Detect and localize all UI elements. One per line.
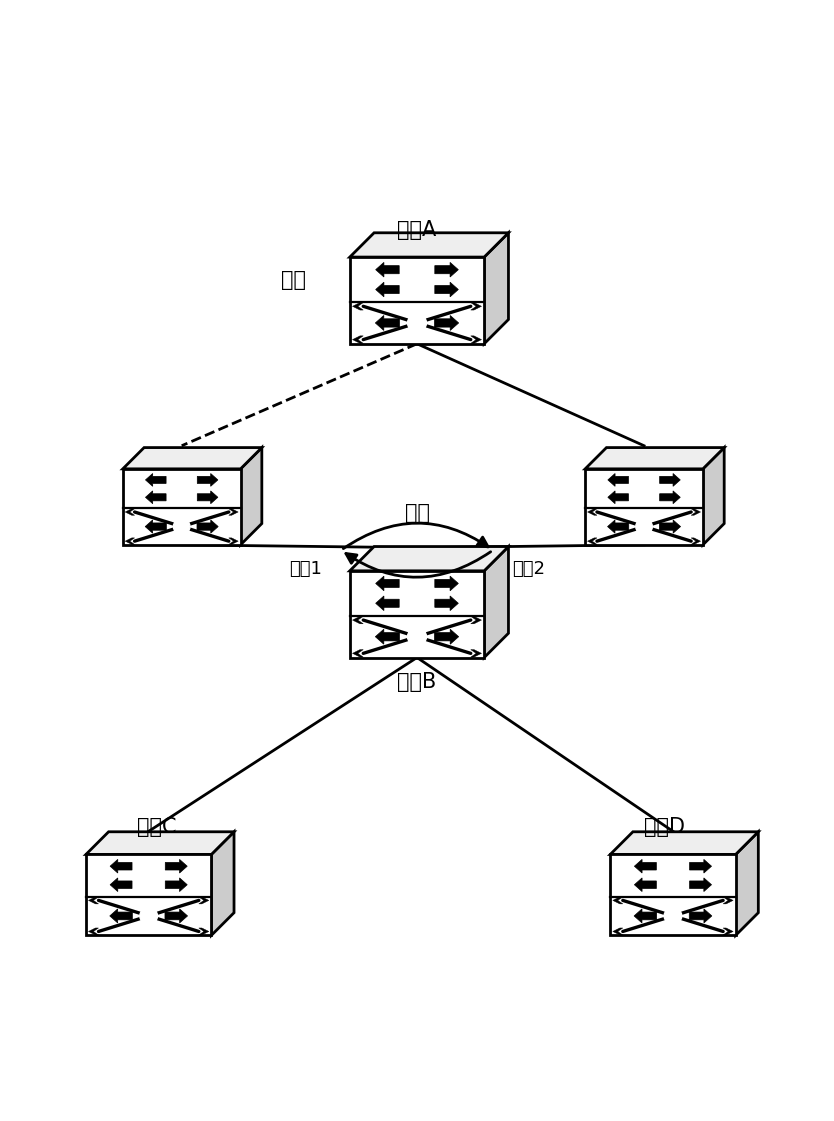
Polygon shape [660, 491, 681, 503]
FancyArrowPatch shape [346, 552, 490, 577]
Polygon shape [690, 860, 711, 873]
Polygon shape [485, 233, 509, 344]
Polygon shape [689, 909, 712, 923]
Polygon shape [608, 473, 629, 487]
FancyArrowPatch shape [344, 524, 488, 548]
Polygon shape [198, 491, 218, 503]
Circle shape [664, 907, 681, 925]
Polygon shape [485, 547, 509, 658]
Polygon shape [660, 473, 681, 487]
Circle shape [636, 518, 652, 535]
Polygon shape [240, 447, 262, 545]
Polygon shape [165, 909, 188, 923]
Polygon shape [110, 860, 132, 873]
Polygon shape [125, 538, 134, 545]
Polygon shape [587, 538, 597, 545]
Polygon shape [375, 629, 399, 645]
Polygon shape [607, 520, 629, 534]
Polygon shape [375, 315, 399, 331]
Polygon shape [435, 262, 459, 277]
Polygon shape [610, 832, 758, 854]
Polygon shape [86, 832, 234, 854]
Polygon shape [198, 897, 208, 904]
Circle shape [408, 314, 426, 332]
Polygon shape [375, 262, 399, 277]
Polygon shape [435, 282, 459, 297]
Polygon shape [229, 509, 239, 516]
Polygon shape [353, 303, 364, 311]
Text: 端口1: 端口1 [289, 559, 322, 577]
Polygon shape [613, 928, 623, 935]
Polygon shape [435, 629, 459, 645]
Polygon shape [145, 473, 166, 487]
Polygon shape [435, 576, 459, 591]
Polygon shape [353, 617, 364, 623]
Polygon shape [587, 509, 597, 516]
Polygon shape [198, 473, 218, 487]
Polygon shape [349, 571, 485, 658]
Polygon shape [86, 854, 211, 935]
Polygon shape [690, 878, 711, 891]
Text: 端口2: 端口2 [512, 559, 545, 577]
Polygon shape [145, 491, 166, 503]
Polygon shape [353, 336, 364, 343]
Polygon shape [165, 878, 187, 891]
Polygon shape [123, 447, 262, 469]
Polygon shape [691, 509, 701, 516]
Polygon shape [470, 336, 481, 343]
Polygon shape [634, 909, 656, 923]
Polygon shape [435, 315, 459, 331]
Polygon shape [375, 576, 399, 591]
Polygon shape [123, 469, 240, 545]
Polygon shape [613, 897, 623, 904]
Polygon shape [165, 860, 187, 873]
Polygon shape [691, 538, 701, 545]
Polygon shape [470, 649, 481, 657]
Polygon shape [229, 538, 239, 545]
Polygon shape [470, 303, 481, 311]
Text: 网元C: 网元C [137, 817, 177, 837]
Polygon shape [635, 860, 656, 873]
Text: 网元D: 网元D [644, 817, 686, 837]
Text: 切换: 切换 [404, 503, 430, 524]
Polygon shape [211, 832, 234, 935]
Polygon shape [349, 547, 509, 571]
Polygon shape [88, 928, 98, 935]
Polygon shape [349, 233, 509, 257]
Circle shape [140, 907, 158, 925]
Polygon shape [110, 909, 133, 923]
Polygon shape [585, 469, 703, 545]
Circle shape [173, 518, 190, 535]
Text: 根桥: 根桥 [280, 270, 305, 289]
Polygon shape [723, 897, 733, 904]
Polygon shape [608, 491, 629, 503]
Polygon shape [125, 509, 134, 516]
Polygon shape [660, 520, 681, 534]
Polygon shape [145, 520, 166, 534]
Polygon shape [703, 447, 724, 545]
Text: 网元A: 网元A [397, 220, 437, 240]
Polygon shape [435, 596, 459, 611]
Polygon shape [198, 928, 208, 935]
Polygon shape [110, 878, 132, 891]
Text: 网元B: 网元B [397, 671, 437, 692]
Polygon shape [375, 596, 399, 611]
Polygon shape [88, 897, 98, 904]
Polygon shape [610, 854, 736, 935]
Polygon shape [470, 617, 481, 623]
Polygon shape [736, 832, 758, 935]
Polygon shape [375, 282, 399, 297]
Circle shape [408, 628, 426, 646]
Polygon shape [635, 878, 656, 891]
Polygon shape [353, 649, 364, 657]
Polygon shape [723, 928, 733, 935]
Polygon shape [585, 447, 724, 469]
Polygon shape [349, 257, 485, 344]
Polygon shape [197, 520, 219, 534]
